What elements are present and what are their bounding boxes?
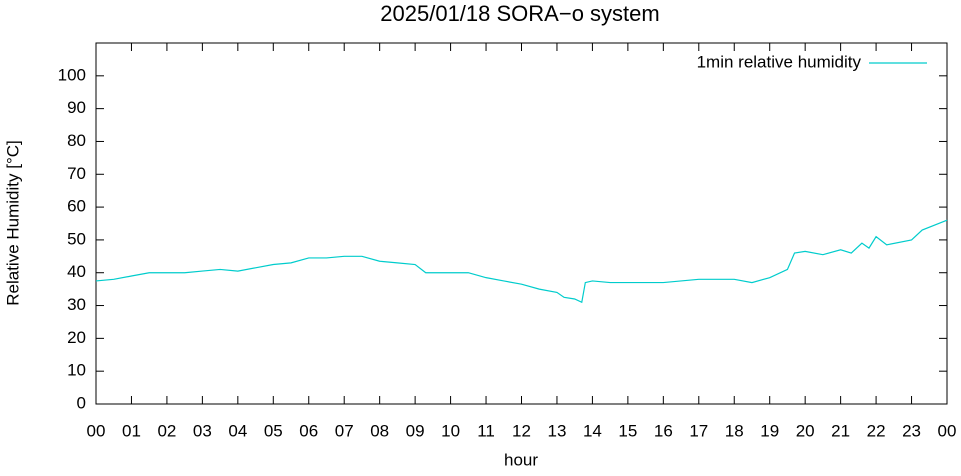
y-tick-label: 40 — [67, 262, 86, 281]
x-tick-label: 22 — [867, 421, 886, 440]
x-tick-label: 12 — [512, 421, 531, 440]
legend-label: 1min relative humidity — [697, 52, 862, 71]
x-tick-label: 23 — [902, 421, 921, 440]
x-tick-label: 17 — [689, 421, 708, 440]
x-tick-label: 09 — [406, 421, 425, 440]
x-tick-label: 08 — [370, 421, 389, 440]
x-tick-label: 03 — [193, 421, 212, 440]
x-tick-label: 14 — [583, 421, 602, 440]
x-tick-label: 10 — [441, 421, 460, 440]
y-tick-label: 80 — [67, 131, 86, 150]
x-tick-label: 06 — [299, 421, 318, 440]
chart-title: 2025/01/18 SORA−o system — [380, 1, 659, 26]
x-tick-label: 04 — [228, 421, 247, 440]
x-tick-label: 05 — [264, 421, 283, 440]
y-tick-label: 50 — [67, 229, 86, 248]
plot-frame — [95, 42, 948, 405]
y-tick-label: 30 — [67, 295, 86, 314]
x-tick-label: 19 — [760, 421, 779, 440]
data-line — [95, 219, 948, 304]
y-tick-label: 0 — [77, 393, 86, 412]
x-tick-label: 18 — [725, 421, 744, 440]
x-tick-label: 00 — [938, 421, 957, 440]
x-tick-label: 02 — [157, 421, 176, 440]
y-axis-label: Relative Humidity [°C] — [3, 140, 22, 306]
x-tick-label: 15 — [618, 421, 637, 440]
x-tick-label: 11 — [477, 421, 495, 440]
y-tick-label: 90 — [67, 98, 86, 117]
x-tick-label: 13 — [547, 421, 566, 440]
x-axis-label: hour — [504, 450, 538, 469]
x-tick-label: 16 — [654, 421, 673, 440]
y-tick-label: 100 — [58, 65, 86, 84]
x-tick-label: 21 — [831, 421, 850, 440]
y-tick-label: 10 — [67, 361, 86, 380]
y-tick-label: 60 — [67, 197, 86, 216]
x-tick-label: 01 — [122, 421, 141, 440]
y-tick-label: 70 — [67, 164, 86, 183]
x-tick-label: 07 — [335, 421, 354, 440]
y-tick-label: 20 — [67, 328, 86, 347]
x-tick-label: 20 — [796, 421, 815, 440]
x-tick-label: 00 — [87, 421, 106, 440]
